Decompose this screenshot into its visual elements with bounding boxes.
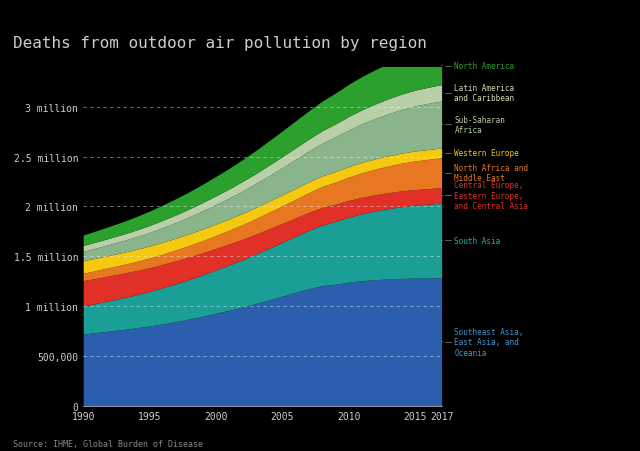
Text: North Africa and
Middle East: North Africa and Middle East: [454, 164, 529, 183]
Text: South Asia: South Asia: [454, 236, 500, 245]
Text: North America: North America: [454, 62, 515, 71]
Text: Deaths from outdoor air pollution by region: Deaths from outdoor air pollution by reg…: [13, 36, 427, 51]
Text: Central Europe,
Eastern Europe,
and Central Asia: Central Europe, Eastern Europe, and Cent…: [454, 181, 529, 211]
Text: Southeast Asia,
East Asia, and
Oceania: Southeast Asia, East Asia, and Oceania: [454, 327, 524, 357]
Text: Source: IHME, Global Burden of Disease: Source: IHME, Global Burden of Disease: [13, 440, 203, 448]
Text: Western Europe: Western Europe: [454, 149, 519, 158]
Text: Latin America
and Caribbean: Latin America and Caribbean: [454, 84, 515, 103]
Text: Sub-Saharan
Africa: Sub-Saharan Africa: [454, 115, 505, 135]
